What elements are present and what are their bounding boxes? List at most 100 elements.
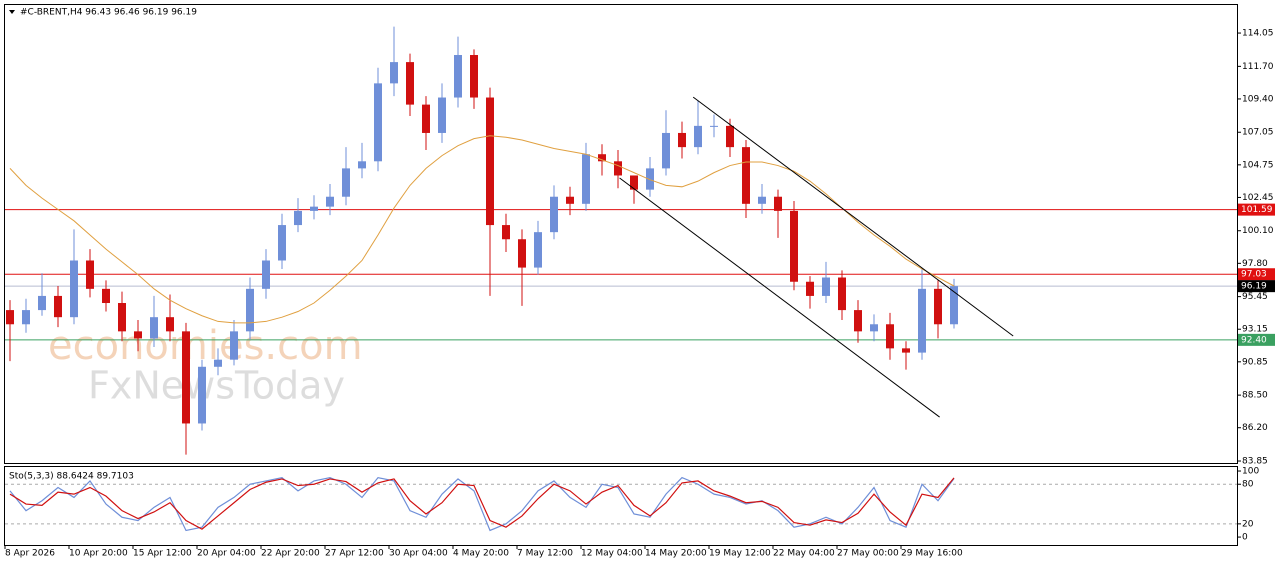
- candle-body: [630, 175, 638, 190]
- candle-body: [774, 196, 782, 211]
- candle-body: [534, 232, 542, 268]
- x-tick-label: 30 Apr 04:00: [389, 549, 448, 559]
- price-label: 101.59: [1241, 205, 1273, 215]
- y-tick-label: 20: [1242, 519, 1254, 529]
- y-tick-label: 100: [1242, 467, 1259, 477]
- candle-body: [102, 288, 110, 304]
- x-tick-label: 20 Apr 04:00: [197, 549, 256, 559]
- candle-body: [822, 277, 830, 296]
- candle-body: [566, 196, 574, 204]
- candle-body: [406, 62, 414, 105]
- candle-body: [230, 331, 238, 360]
- candle-body: [262, 260, 270, 289]
- candle-body: [326, 196, 334, 207]
- candle-body: [646, 168, 654, 190]
- candle-body: [214, 359, 222, 367]
- candle-body: [502, 225, 510, 240]
- candle-body: [918, 288, 926, 353]
- y-tick-label: 88.50: [1242, 391, 1268, 401]
- candle-body: [934, 288, 942, 325]
- candle-body: [358, 161, 366, 169]
- y-tick-label: 90.85: [1242, 357, 1268, 367]
- candle-body: [662, 132, 670, 169]
- candle-body: [22, 310, 30, 325]
- candle-body: [198, 366, 206, 424]
- candle-body: [614, 161, 622, 176]
- candle-body: [950, 286, 958, 325]
- candle-body: [86, 260, 94, 289]
- y-tick-label: 83.85: [1242, 457, 1268, 467]
- y-tick-label: 100.10: [1242, 226, 1274, 236]
- x-tick-label: 14 May 20:00: [645, 549, 707, 559]
- price-label: 96.19: [1241, 282, 1267, 292]
- y-tick-label: 93.15: [1242, 325, 1268, 335]
- x-tick-label: 19 May 12:00: [709, 549, 771, 559]
- candle-body: [790, 210, 798, 282]
- candle-body: [390, 62, 398, 84]
- candle-body: [438, 97, 446, 133]
- candle-body: [422, 104, 430, 133]
- y-tick-label: 0: [1242, 533, 1248, 543]
- candle-body: [870, 324, 878, 332]
- x-tick-label: 7 May 12:00: [517, 549, 573, 559]
- menu-arrow[interactable]: [9, 10, 15, 14]
- candle-body: [70, 260, 78, 318]
- candle-body: [374, 83, 382, 162]
- price-label-box: [1238, 268, 1275, 281]
- candle-body: [278, 225, 286, 261]
- candle-body: [806, 281, 814, 296]
- candle-body: [518, 239, 526, 268]
- y-tick-label: 109.40: [1242, 94, 1274, 104]
- candle-body: [582, 154, 590, 204]
- price-label-box: [1238, 203, 1275, 216]
- y-tick-label: 80: [1242, 480, 1254, 490]
- candle-body: [150, 317, 158, 339]
- candle-body: [38, 295, 46, 311]
- candle-body: [470, 55, 478, 98]
- candle-body: [246, 288, 254, 332]
- indicator-line: [9, 476, 955, 532]
- chart-title: #C-BRENT,H4 96.43 96.46 96.19 96.19: [20, 8, 197, 18]
- candle-body: [118, 303, 126, 332]
- x-tick-label: 27 May 00:00: [837, 549, 899, 559]
- x-tick-label: 27 Apr 12:00: [325, 549, 384, 559]
- candle-body: [454, 55, 462, 98]
- price-label-box: [1238, 280, 1275, 293]
- x-tick-label: 4 May 20:00: [453, 549, 509, 559]
- candle-body: [726, 125, 734, 148]
- x-tick-label: 8 Apr 2026: [5, 549, 55, 559]
- candle-body: [710, 125, 718, 127]
- x-tick-label: 29 May 16:00: [901, 549, 963, 559]
- x-tick-label: 22 Apr 20:00: [261, 549, 320, 559]
- y-tick-label: 104.75: [1242, 160, 1274, 170]
- y-tick-label: 102.45: [1242, 193, 1274, 203]
- candle-body: [6, 310, 14, 325]
- candle-body: [678, 132, 686, 148]
- trendline: [692, 96, 1014, 337]
- y-tick-label: 107.05: [1242, 128, 1274, 138]
- candle-body: [486, 97, 494, 226]
- indicator-line: [9, 477, 955, 530]
- y-tick-label: 86.20: [1242, 423, 1268, 433]
- candle-body: [902, 348, 910, 353]
- price-label: 92.40: [1241, 335, 1267, 345]
- main-frame: [4, 4, 1238, 464]
- candle-body: [294, 210, 302, 226]
- candle-body: [550, 196, 558, 233]
- x-tick-label: 10 Apr 20:00: [69, 549, 128, 559]
- candle-body: [742, 147, 750, 204]
- sub-frame: [4, 466, 1238, 546]
- y-tick-label: 114.05: [1242, 29, 1274, 39]
- candle-body: [838, 277, 846, 311]
- indicator-title: Sto(5,3,3) 88.6424 89.7103: [9, 472, 134, 482]
- candle-body: [54, 295, 62, 318]
- candle-body: [598, 154, 606, 162]
- y-tick-label: 95.45: [1242, 292, 1268, 302]
- candle-body: [694, 125, 702, 148]
- y-tick-label: 97.80: [1242, 259, 1268, 269]
- watermark: economies.com: [48, 323, 363, 369]
- trendline: [619, 177, 940, 418]
